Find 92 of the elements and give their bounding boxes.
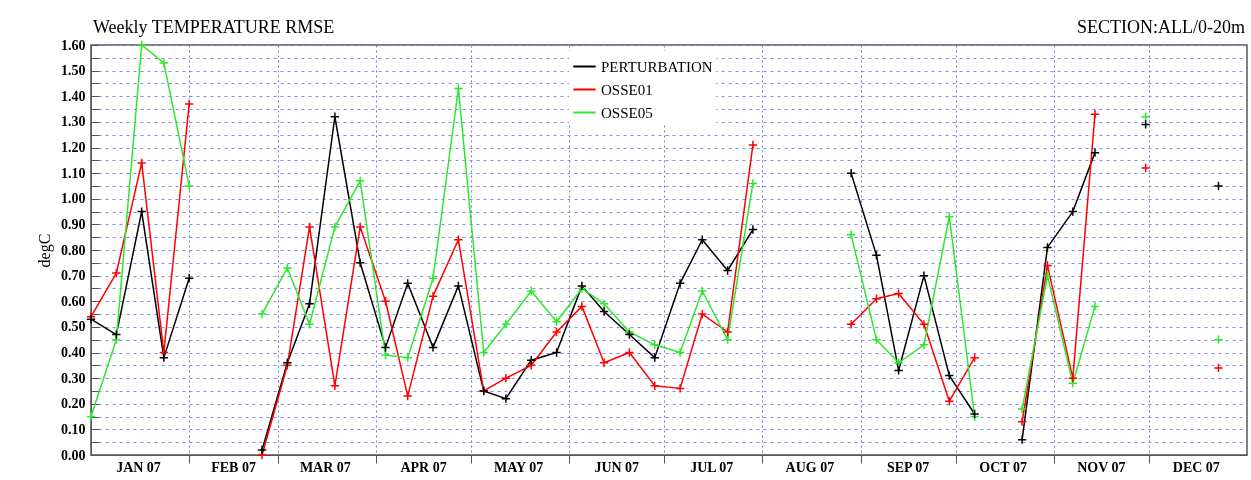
point [304, 298, 315, 309]
point [428, 291, 438, 302]
y-tick-label: 0.80 [61, 242, 86, 258]
point [748, 224, 758, 235]
y-tick-label: 1.50 [61, 63, 86, 79]
x-tick-label: MAY 07 [493, 460, 544, 475]
point [136, 40, 147, 50]
point [893, 357, 904, 368]
y-tick-label: 1.60 [61, 37, 86, 53]
point [257, 309, 267, 319]
x-tick-label: OCT 07 [979, 460, 1027, 475]
x-tick-label: FEB 07 [211, 460, 256, 475]
point [599, 306, 610, 317]
point [576, 301, 587, 312]
point [846, 168, 857, 179]
point [1140, 111, 1151, 122]
point [1090, 147, 1100, 158]
x-tick-label: JAN 07 [116, 460, 161, 475]
point [355, 222, 366, 232]
point [1017, 403, 1028, 414]
point [380, 350, 391, 360]
point [1213, 362, 1224, 373]
y-tick-label: 1.00 [61, 191, 86, 207]
point [846, 229, 857, 240]
y-tick-label: 1.20 [61, 140, 86, 155]
point [1090, 301, 1100, 312]
point [1067, 373, 1078, 384]
x-tick-label: APR 07 [400, 460, 447, 475]
point [500, 393, 511, 404]
point [304, 222, 315, 232]
point [748, 140, 758, 150]
legend-label: OSSE01 [601, 81, 653, 98]
y-axis-title: degC [36, 233, 54, 268]
point [184, 181, 195, 191]
point [748, 178, 758, 189]
x-tick-label: MAR 07 [299, 460, 351, 475]
point [599, 298, 610, 309]
point [871, 250, 882, 261]
point [453, 280, 464, 291]
point [551, 327, 562, 337]
point [184, 99, 195, 109]
x-tick-label: SEP 07 [886, 460, 930, 475]
y-tick-label: 0.90 [61, 216, 86, 232]
point [675, 383, 686, 394]
point [1090, 109, 1100, 120]
point [136, 157, 147, 168]
point [526, 355, 537, 366]
point [919, 270, 929, 281]
y-tick-label: 1.10 [61, 165, 86, 181]
y-tick-label: 0.60 [61, 293, 86, 309]
point [599, 357, 610, 368]
point [453, 234, 464, 245]
point [111, 268, 122, 278]
x-tick-label: JUN 07 [594, 460, 640, 475]
x-tick-label: JUL 07 [690, 460, 734, 475]
y-tick-label: 0.70 [61, 268, 86, 284]
point [1067, 206, 1078, 217]
y-tick-label: 0.40 [61, 345, 86, 360]
y-tick-label: 0.50 [61, 319, 86, 335]
point [500, 373, 511, 384]
y-tick-label: 1.40 [61, 88, 86, 104]
point [526, 286, 537, 296]
point [329, 222, 340, 232]
x-tick-label: DEC 07 [1172, 460, 1220, 475]
point [428, 342, 438, 353]
point [257, 444, 267, 455]
point [184, 273, 195, 284]
point [1017, 434, 1028, 445]
point [1213, 181, 1224, 191]
point [282, 263, 293, 273]
point [158, 352, 169, 363]
legend-label: PERTURBATION [601, 58, 713, 75]
y-tick-label: 0.10 [61, 421, 86, 437]
point [428, 273, 438, 284]
x-tick-label: NOV 07 [1077, 460, 1126, 475]
point [86, 411, 96, 422]
y-tick-label: 0.20 [61, 396, 86, 412]
y-tick-label: 0.30 [61, 370, 86, 386]
point [722, 327, 733, 337]
point [919, 339, 929, 350]
point [551, 316, 562, 327]
point [355, 175, 366, 186]
point [675, 347, 686, 358]
y-tick-label: 0.00 [61, 447, 86, 463]
x-tick-label: AUG 07 [785, 460, 835, 475]
point [158, 58, 169, 68]
point [355, 257, 366, 268]
point [1140, 163, 1151, 173]
chart-title: Weekly TEMPERATURE RMSE [93, 17, 335, 37]
y-tick-label: 1.30 [61, 114, 86, 130]
legend-label: OSSE05 [601, 104, 653, 121]
chart-subtitle: SECTION:ALL/0-20m [1077, 17, 1245, 37]
